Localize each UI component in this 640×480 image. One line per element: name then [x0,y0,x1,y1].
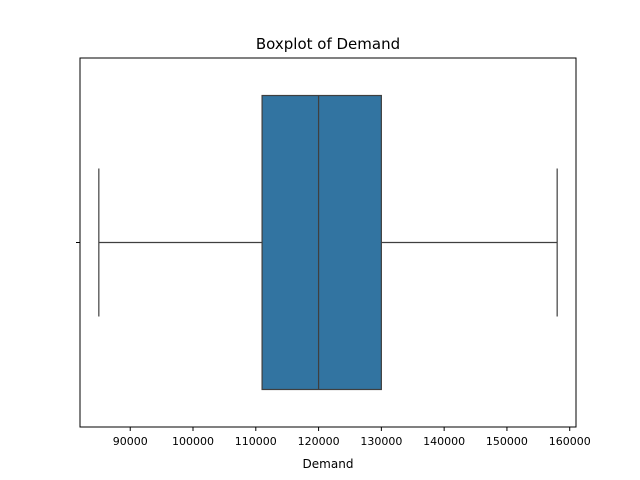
iqr-box [261,94,382,391]
x-tick-label: 110000 [235,435,277,448]
chart-title: Boxplot of Demand [256,35,400,53]
x-axis-label: Demand [303,457,354,471]
x-tick-label: 140000 [423,435,465,448]
x-tick-label: 120000 [298,435,340,448]
x-tick-label: 150000 [486,435,528,448]
x-tick-label: 100000 [172,435,214,448]
x-tick-label: 90000 [113,435,148,448]
x-axis-ticks: 90000 100000 110000 120000 130000 140000 15000… [113,427,591,448]
x-tick-label: 130000 [360,435,402,448]
x-tick-label: 160000 [549,435,591,448]
boxplot [98,94,558,391]
